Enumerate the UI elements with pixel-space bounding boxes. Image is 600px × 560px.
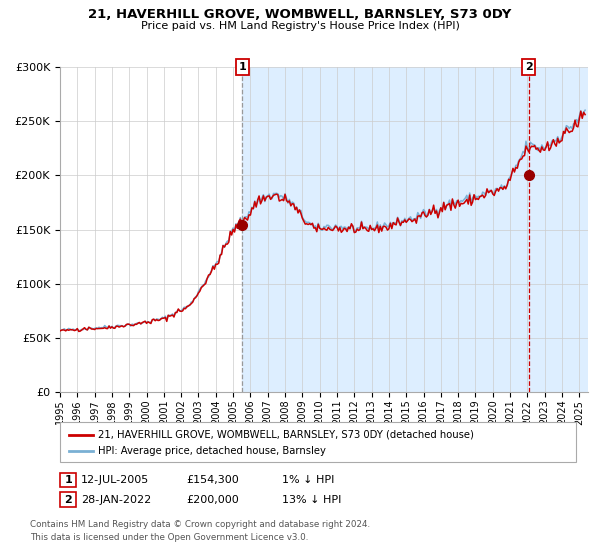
Text: Price paid vs. HM Land Registry's House Price Index (HPI): Price paid vs. HM Land Registry's House …: [140, 21, 460, 31]
Text: £154,300: £154,300: [186, 475, 239, 485]
Text: Contains HM Land Registry data © Crown copyright and database right 2024.: Contains HM Land Registry data © Crown c…: [30, 520, 370, 529]
Text: 2: 2: [525, 62, 533, 72]
Bar: [242, 67, 600, 392]
Text: 13% ↓ HPI: 13% ↓ HPI: [282, 494, 341, 505]
Text: 12-JUL-2005: 12-JUL-2005: [81, 475, 149, 485]
Text: 28-JAN-2022: 28-JAN-2022: [81, 494, 151, 505]
Text: 2: 2: [64, 494, 72, 505]
Text: This data is licensed under the Open Government Licence v3.0.: This data is licensed under the Open Gov…: [30, 533, 308, 542]
Text: 21, HAVERHILL GROVE, WOMBWELL, BARNSLEY, S73 0DY: 21, HAVERHILL GROVE, WOMBWELL, BARNSLEY,…: [88, 8, 512, 21]
Text: 1: 1: [238, 62, 246, 72]
Text: 1% ↓ HPI: 1% ↓ HPI: [282, 475, 334, 485]
Text: £200,000: £200,000: [186, 494, 239, 505]
Text: 1: 1: [64, 475, 72, 485]
Text: 21, HAVERHILL GROVE, WOMBWELL, BARNSLEY, S73 0DY (detached house): 21, HAVERHILL GROVE, WOMBWELL, BARNSLEY,…: [98, 430, 473, 440]
Text: HPI: Average price, detached house, Barnsley: HPI: Average price, detached house, Barn…: [98, 446, 326, 456]
